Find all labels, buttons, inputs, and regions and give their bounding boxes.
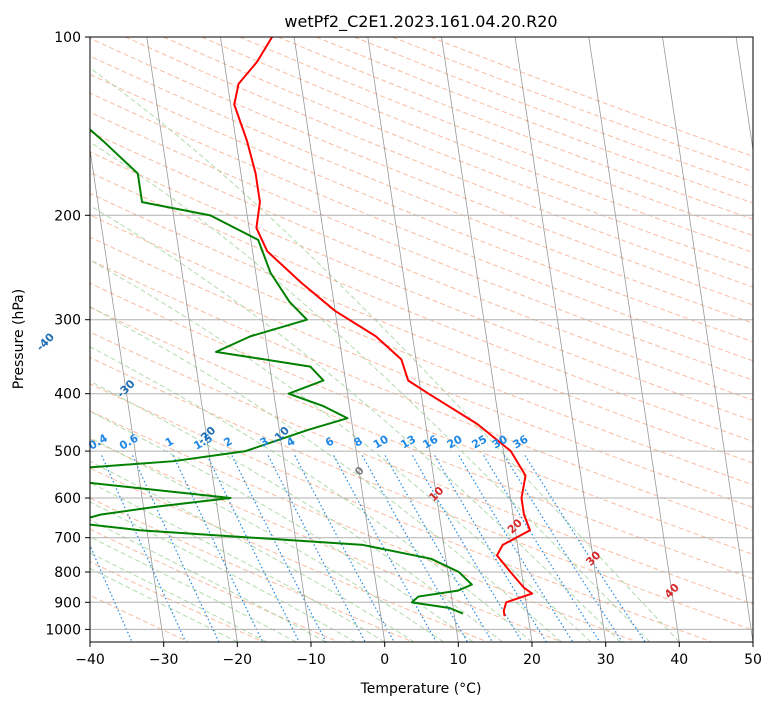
- mixing-ratio-line: [524, 455, 646, 642]
- y-tick-label: 400: [54, 387, 81, 403]
- dry-adiabat-line: [90, 306, 753, 580]
- x-tick-label: 10: [449, 652, 467, 668]
- chart-title: wetPf2_C2E1.2023.161.04.20.R20: [284, 12, 557, 32]
- moist-adiabat-line: [90, 67, 680, 642]
- isotherm-line: [367, 37, 459, 642]
- mixing-ratio-line: [231, 455, 327, 642]
- x-tick-label: 30: [597, 652, 615, 668]
- plot-background: [90, 37, 753, 642]
- isotherm-line: [293, 37, 386, 642]
- y-tick-label: 300: [54, 313, 81, 329]
- mixing-ratio-line: [333, 455, 437, 642]
- plot-frame: [89, 36, 754, 643]
- mixing-ratio-line: [267, 455, 366, 642]
- x-axis-label: Temperature (°C): [360, 681, 482, 697]
- dry-adiabat-line: [239, 37, 753, 237]
- temperature-label: -40: [34, 330, 57, 353]
- x-tick-label: 0: [380, 652, 389, 668]
- y-tick-label: 700: [54, 531, 81, 547]
- x-tick-label: 40: [670, 652, 688, 668]
- x-tick-label: −20: [223, 652, 253, 668]
- dry-adiabat-line: [90, 37, 753, 306]
- mixing-ratio-line: [206, 455, 300, 642]
- dry-adiabat-line: [90, 528, 339, 642]
- dry-adiabat-line: [90, 383, 712, 642]
- dry-adiabat-line: [163, 37, 753, 271]
- mixing-ratio-line: [5, 455, 82, 642]
- dewpoint-profile-line: [90, 128, 473, 615]
- y-tick-label: 1000: [45, 622, 81, 638]
- moist-adiabat-line: [90, 536, 297, 642]
- background-lines: [5, 37, 753, 642]
- mixing-ratio-line: [458, 455, 574, 642]
- dry-adiabat-line: [90, 497, 414, 642]
- sounding-lines: [90, 37, 534, 617]
- dry-adiabat-line: [90, 73, 753, 343]
- dry-adiabat-line: [90, 111, 753, 381]
- isotherm-line: [662, 37, 753, 642]
- y-tick-label: 800: [54, 565, 81, 581]
- dry-adiabat-line: [316, 37, 753, 204]
- x-tick-label: −10: [296, 652, 326, 668]
- dry-adiabat-line: [90, 192, 753, 464]
- dry-adiabat-line: [392, 37, 753, 173]
- y-tick-label: 200: [54, 208, 81, 224]
- moist-adiabat-line: [90, 519, 326, 642]
- x-tick-label: 50: [744, 652, 762, 668]
- dry-adiabat-line: [90, 131, 753, 401]
- dry-adiabat-line: [90, 331, 753, 605]
- dry-adiabat-line: [90, 151, 753, 422]
- moist-adiabat-line: [90, 259, 592, 642]
- x-tick-label: −30: [149, 652, 179, 668]
- moist-adiabat-line: [90, 346, 533, 642]
- x-tick-label: 20: [523, 652, 541, 668]
- isotherm-line: [514, 37, 607, 642]
- y-tick-label: 900: [54, 595, 81, 611]
- moist-adiabat-line: [90, 141, 651, 642]
- mixing-ratio-line: [294, 455, 395, 642]
- mixing-ratio-line: [90, 543, 133, 642]
- y-axis-label: Pressure (hPa): [11, 289, 27, 389]
- moist-adiabat-line: [90, 552, 268, 642]
- isotherm-line: [735, 37, 753, 153]
- dry-adiabat-line: [90, 214, 753, 486]
- moist-adiabat-line: [90, 482, 385, 642]
- isotherm-line: [90, 147, 165, 642]
- isotherm-line: [146, 37, 238, 642]
- axes: −40 −30 −20 −10 0 10 20 30 40 50 100 200 300 400 500 60…: [45, 30, 762, 668]
- mixing-ratio-line: [483, 455, 601, 642]
- dry-adiabat-line: [90, 236, 753, 509]
- mixing-ratio-line: [172, 455, 264, 642]
- isotherm-line: [588, 37, 680, 642]
- y-tick-label: 500: [54, 444, 81, 460]
- moist-adiabat-line: [90, 205, 621, 642]
- x-tick-label: −40: [75, 652, 105, 668]
- y-tick-label: 100: [54, 30, 81, 46]
- dry-adiabat-line: [90, 282, 753, 555]
- temperature-profile-line: [233, 37, 534, 617]
- y-tick-label: 600: [54, 491, 81, 507]
- isotherm-line: [441, 37, 533, 642]
- moist-adiabat-line: [90, 437, 444, 642]
